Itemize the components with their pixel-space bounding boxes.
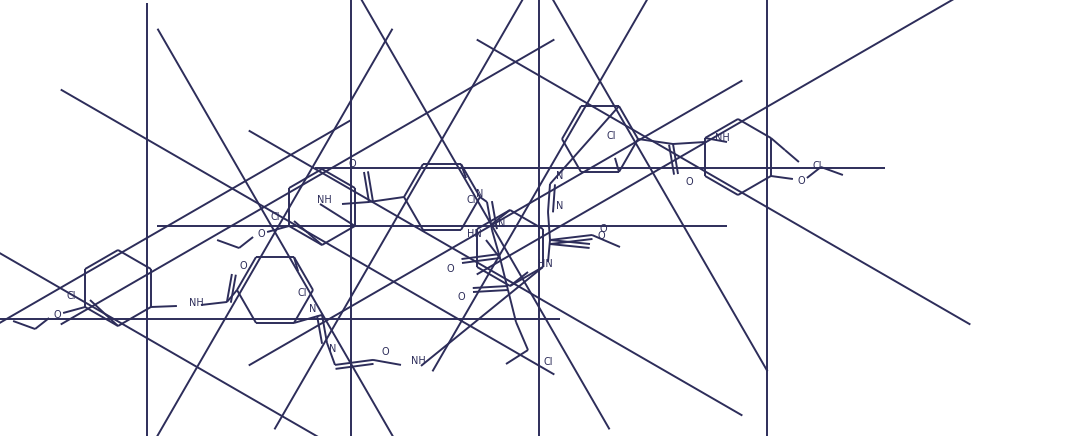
Text: O: O — [447, 264, 454, 274]
Text: NH: NH — [317, 195, 332, 205]
Text: N: N — [309, 304, 316, 314]
Text: O: O — [53, 310, 60, 320]
Text: O: O — [349, 159, 356, 169]
Text: N: N — [329, 344, 337, 354]
Text: O: O — [686, 177, 694, 187]
Text: NH: NH — [715, 133, 729, 143]
Text: N: N — [476, 189, 483, 199]
Text: O: O — [257, 229, 265, 239]
Text: N: N — [498, 219, 505, 229]
Text: O: O — [598, 231, 605, 241]
Text: NH: NH — [411, 356, 426, 366]
Text: O: O — [381, 347, 388, 357]
Text: Cl: Cl — [271, 212, 279, 222]
Text: HN: HN — [467, 229, 482, 239]
Text: O: O — [457, 292, 465, 302]
Text: HN: HN — [538, 259, 552, 269]
Text: NH: NH — [189, 298, 204, 308]
Text: O: O — [240, 261, 247, 271]
Text: Cl: Cl — [67, 291, 76, 301]
Text: Cl: Cl — [466, 195, 476, 205]
Text: N: N — [556, 201, 563, 211]
Text: O: O — [600, 224, 607, 234]
Text: O: O — [797, 176, 805, 186]
Text: Cl: Cl — [297, 288, 306, 298]
Text: Cl: Cl — [606, 131, 616, 141]
Text: N: N — [556, 171, 563, 181]
Text: Cl: Cl — [544, 357, 554, 367]
Text: Cl: Cl — [812, 161, 822, 171]
